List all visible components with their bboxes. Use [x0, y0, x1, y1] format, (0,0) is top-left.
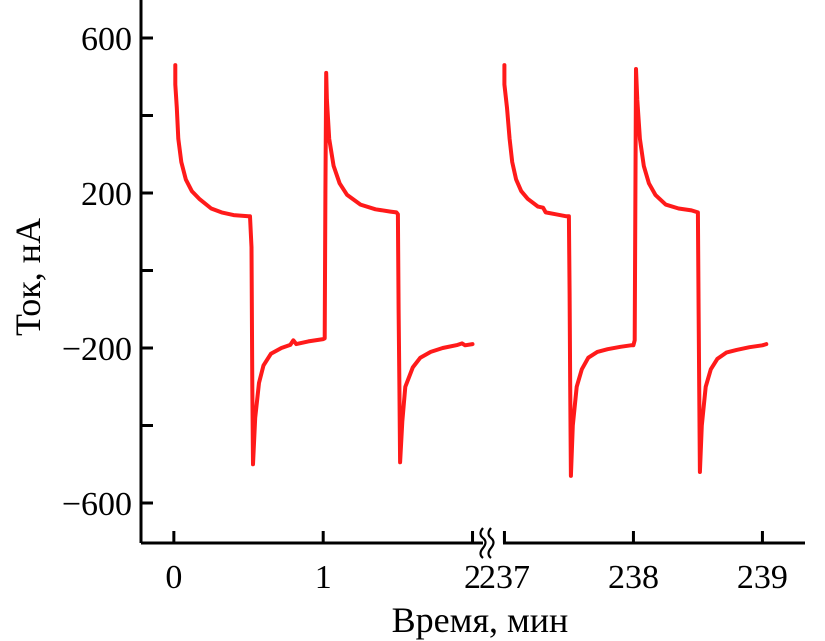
- y-tick-label: −600: [62, 486, 132, 523]
- x-tick-label: 1: [315, 559, 332, 596]
- plot-lines: [173, 63, 769, 478]
- x-tick-label: 238: [608, 559, 659, 596]
- x-tick-label: 239: [737, 559, 788, 596]
- x-tick-label: 237: [479, 559, 530, 596]
- axes: [139, 0, 805, 559]
- series-line-1: [173, 63, 475, 467]
- axis-break-mark: [479, 527, 495, 559]
- y-tick-label: 200: [81, 176, 132, 213]
- y-tick-label: −200: [62, 331, 132, 368]
- x-axis-title: Время, мин: [392, 600, 569, 640]
- y-axis-title: Ток, нА: [8, 218, 48, 336]
- x-tick-label: 2: [464, 559, 481, 596]
- series-line-2: [502, 63, 769, 478]
- y-tick-label: 600: [81, 21, 132, 58]
- x-tick-label: 0: [165, 559, 182, 596]
